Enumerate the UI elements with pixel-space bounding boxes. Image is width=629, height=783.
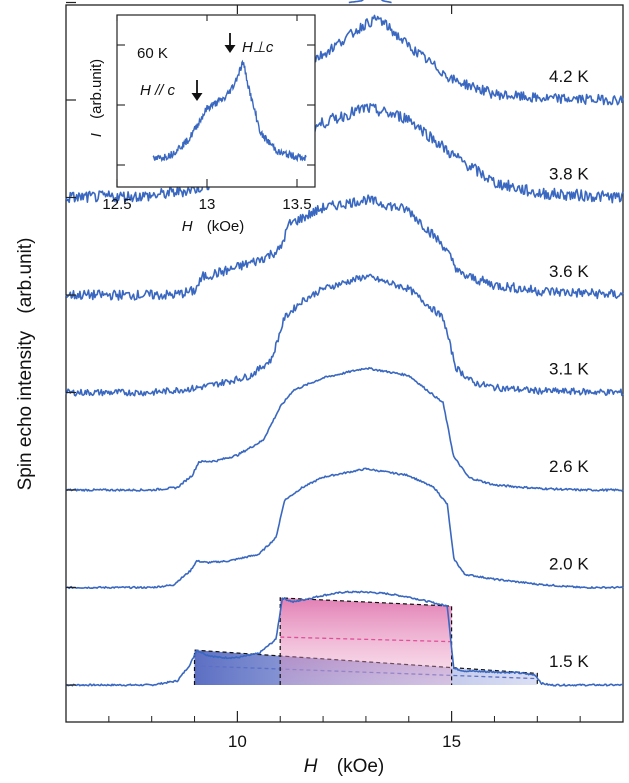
series-label-2-0-k: 2.0 K — [549, 555, 589, 574]
series-line-6-5-k — [348, 0, 392, 4]
inset-y-axis-symbol: I — [88, 133, 105, 137]
x-axis-title: H (kOe) — [304, 756, 385, 777]
shaded-split-middle — [280, 636, 452, 643]
inset-x-axis-symbol: H — [182, 218, 193, 235]
inset-y-axis-title: I (arb.unit) — [88, 59, 105, 137]
inset-plot: 12.5 13 13.5 60 K H // c H⊥c H (kOe) I (ar… — [88, 14, 316, 235]
x-tick-label-10: 10 — [228, 732, 247, 751]
series-line-3-6-k — [65, 194, 624, 301]
series-line-3-1-k — [65, 273, 624, 397]
inset-x-axis-unit: (kOe) — [207, 218, 245, 235]
inset-annotation-h-perp-c: H⊥c — [242, 39, 274, 56]
series-label-1-5-k: 1.5 K — [549, 652, 589, 671]
inset-x-tick-label: 13 — [199, 196, 216, 213]
x-tick-label-15: 15 — [442, 732, 461, 751]
series-label-3-1-k: 3.1 K — [549, 360, 589, 379]
series-label-3-8-k: 3.8 K — [549, 165, 589, 184]
x-axis-symbol: H — [304, 756, 318, 777]
axis-ticks: 10 15 — [65, 1, 624, 751]
inset-x-tick-label: 12.5 — [102, 196, 131, 213]
y-axis-label: Spin echo intensity — [15, 330, 36, 490]
series-label-3-6-k: 3.6 K — [549, 262, 589, 281]
arrow-down-icon — [191, 80, 203, 101]
inset-series — [152, 59, 307, 163]
shaded-outline-middle — [279, 597, 453, 685]
shaded-region-middle — [280, 597, 452, 685]
inset-x-tick-label: 13.5 — [282, 196, 311, 213]
inset-x-axis-title: H (kOe) — [182, 218, 245, 235]
inset-title: 60 K — [137, 45, 168, 62]
plot-frame — [65, 4, 624, 723]
series-labels: 1.5 K2.0 K2.6 K3.1 K3.6 K3.8 K4.2 K6.5 K — [549, 67, 589, 671]
series-label-4-2-k: 4.2 K — [549, 67, 589, 86]
y-axis-title: Spin echo intensity (arb.unit) — [15, 238, 36, 491]
inset-axis-ticks: 12.5 13 13.5 — [102, 15, 315, 213]
arrow-down-icon — [224, 33, 236, 53]
series-line-1-5-k — [65, 590, 624, 687]
inset-annotation-h-parallel-c: H // c — [140, 82, 176, 99]
main-plot-area: 10 15 1.5 K 2.0 K 2.6 K 3.1 K 3.6 K 3.8 K 4.2 K… — [15, 0, 624, 777]
shaded-components — [193, 597, 538, 685]
y-axis-unit: (arb.unit) — [15, 238, 36, 314]
inset-y-axis-unit: (arb.unit) — [88, 59, 105, 119]
series-line-2-0-k — [65, 467, 624, 590]
inset-series-line — [152, 59, 307, 163]
series-line-3-8-k — [65, 103, 624, 204]
series-line-2-6-k — [65, 366, 624, 492]
x-axis-unit: (kOe) — [337, 756, 385, 777]
series-label-2-6-k: 2.6 K — [549, 457, 589, 476]
